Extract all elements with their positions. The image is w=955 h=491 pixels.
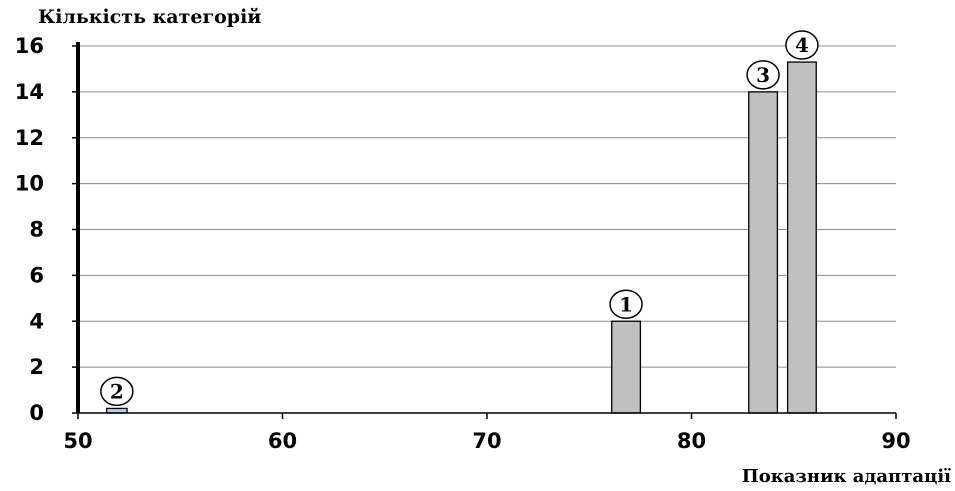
y-tick-label-6: 6 [29,263,44,287]
bar-marker-label-4: 4 [795,33,809,57]
y-tick-label-2: 2 [29,355,44,379]
x-tick-label-60: 60 [268,429,297,453]
y-tick-label-16: 16 [15,34,44,58]
bar-marker-circle-2 [100,376,134,407]
bar-3 [748,91,779,414]
x-tick-label-80: 80 [677,429,706,453]
bars [105,61,817,414]
y-tick-label-12: 12 [15,126,44,150]
bar-4 [786,61,817,414]
axes [72,42,897,419]
y-tick-label-10: 10 [15,172,44,196]
bar-marker-circle-1 [609,289,643,319]
x-tick-label-90: 90 [881,429,910,453]
bar-marker-label-2: 2 [110,379,124,403]
bar-markers: 2 1 3 4 [100,30,819,407]
bar-marker-label-3: 3 [756,63,770,87]
bar-marker-label-1: 1 [619,292,633,316]
y-tick-label-14: 14 [15,80,44,104]
bar-marker-circle-4 [785,30,819,60]
x-tick-label-70: 70 [472,429,501,453]
bar-marker-circle-3 [746,60,780,90]
y-tick-label-4: 4 [29,309,44,333]
y-axis-label: Кількість категорій [38,6,262,28]
x-tick-label-50: 50 [63,429,92,453]
y-tick-label-8: 8 [29,218,44,242]
x-tick-labels: 50 60 70 80 90 [63,429,910,453]
x-axis-label: Показник адаптації [741,466,951,487]
bar-1 [611,320,642,414]
y-tick-labels: 0 2 4 6 8 10 12 14 16 [15,34,44,425]
y-tick-label-0: 0 [29,401,44,425]
